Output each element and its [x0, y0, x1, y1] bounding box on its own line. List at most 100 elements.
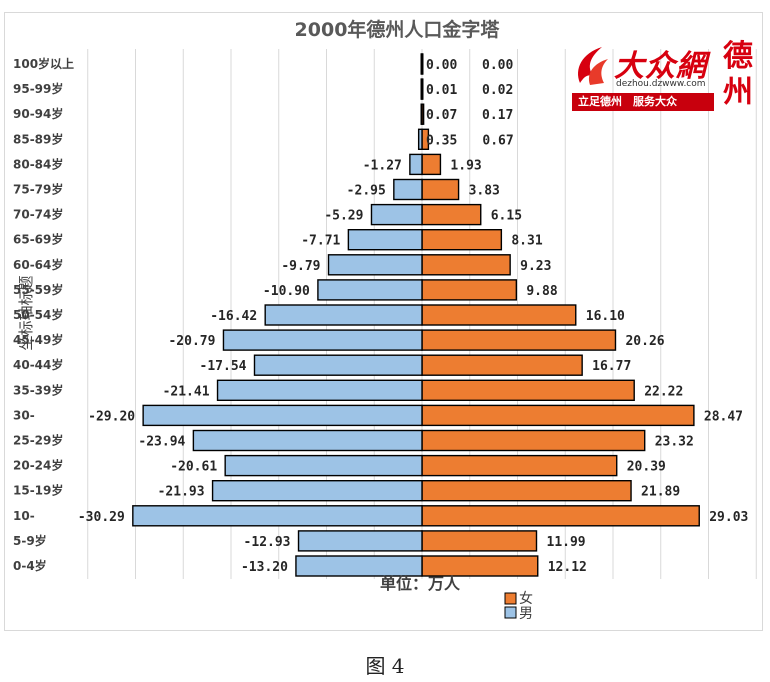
- legend-label-male: 男: [519, 606, 533, 622]
- category-label: 95-99岁: [13, 81, 63, 96]
- y-axis-title: 坐标轴标题: [17, 275, 35, 350]
- bar-male-40-44岁: [253, 354, 423, 376]
- bar-male-55-59岁: [317, 279, 423, 301]
- bar-female-45-49岁: [421, 329, 617, 351]
- value-label-male: -20.79: [168, 334, 215, 349]
- logo-url-text: dezhou.dzwww.com: [616, 79, 706, 89]
- value-label-male: -17.54: [200, 359, 247, 374]
- bar-female-65-69岁: [421, 228, 503, 251]
- value-label-female: 16.77: [592, 359, 631, 374]
- value-label-male: 0.00: [426, 58, 457, 73]
- value-label-female: 16.10: [586, 309, 625, 324]
- category-label: 75-79岁: [13, 182, 63, 197]
- category-label: 80-84岁: [13, 156, 63, 171]
- bar-female-15-19岁: [421, 480, 632, 502]
- value-label-female: 28.47: [704, 409, 743, 424]
- value-label-female: 3.83: [469, 184, 500, 199]
- value-label-female: 1.93: [450, 158, 481, 173]
- value-label-male: -1.27: [363, 158, 402, 173]
- category-label: 55-59岁: [13, 282, 63, 297]
- bar-male-95-99岁: [420, 78, 423, 100]
- legend-swatch-female: [504, 592, 517, 605]
- bar-male-80-84岁: [409, 153, 423, 176]
- category-label: 90-94岁: [13, 106, 63, 121]
- chart-title: 2000年德州人口金字塔: [295, 18, 501, 41]
- bar-female-30-34岁: [421, 404, 695, 427]
- bar-female-20-24岁: [421, 454, 618, 477]
- value-label-male: -9.79: [281, 259, 320, 274]
- value-label-female: 0.17: [482, 108, 513, 123]
- value-label-male: 0.07: [426, 108, 457, 123]
- value-label-female: 0.02: [482, 83, 513, 98]
- bar-female-5-9岁: [421, 530, 538, 552]
- value-label-female: 9.88: [526, 284, 557, 299]
- value-label-male: 0.35: [426, 133, 457, 148]
- value-label-male: -20.61: [170, 460, 217, 475]
- value-label-male: -29.20: [88, 409, 135, 424]
- value-label-female: 20.26: [625, 334, 664, 349]
- value-label-male: 0.01: [426, 83, 457, 98]
- category-label: 15-19岁: [13, 483, 63, 498]
- bar-female-35-39岁: [421, 379, 635, 401]
- bar-male-50-54岁: [264, 304, 423, 326]
- value-label-male: -30.29: [78, 510, 125, 525]
- bar-female-60-64岁: [421, 254, 511, 276]
- value-labels: 12.12 -13.20 11.99 -12.93 29.03 -30.29 21.89 -2…: [78, 58, 749, 575]
- bar-male-70-74岁: [370, 203, 423, 226]
- value-label-male: -10.90: [263, 284, 310, 299]
- x-axis-unit-label: 单位：万人: [380, 574, 461, 593]
- bar-male-30-34岁: [142, 404, 423, 427]
- bar-male-100岁以上: [420, 53, 423, 75]
- logo-slogan: 立足德州 服务大众: [572, 93, 714, 111]
- category-labels: 0-4岁 5-9岁 10- 15-19岁 20-24岁 25-29岁 30- 35-39岁 40…: [13, 56, 74, 573]
- flame-swirl-icon: [578, 47, 608, 85]
- value-label-female: 8.31: [511, 234, 542, 249]
- value-label-male: -2.95: [347, 184, 386, 199]
- bar-male-25-29岁: [192, 429, 423, 452]
- bar-male-15-19岁: [211, 480, 423, 502]
- category-label: 25-29岁: [13, 433, 63, 448]
- category-label: 5-9岁: [13, 533, 47, 548]
- value-label-female: 22.22: [644, 384, 683, 399]
- bar-female-75-79岁: [421, 178, 460, 201]
- value-label-female: 9.23: [520, 259, 551, 274]
- bar-male-10-14岁: [132, 505, 423, 527]
- category-label: 20-24岁: [13, 458, 63, 473]
- category-label: 70-74岁: [13, 207, 63, 222]
- population-pyramid-chart: 2000年德州人口金字塔 0-4岁 5-9岁 10- 15-19岁 20-24岁 25-2…: [13, 18, 757, 622]
- bar-male-5-9岁: [297, 530, 423, 552]
- bar-female-55-59岁: [421, 279, 518, 301]
- legend-label-female: 女: [519, 590, 533, 607]
- value-label-male: -5.29: [324, 209, 363, 224]
- category-label: 100岁以上: [13, 56, 74, 71]
- category-label: 30-: [13, 408, 35, 422]
- value-label-male: -13.20: [241, 560, 288, 575]
- value-label-male: -12.93: [244, 535, 291, 550]
- bars: [132, 53, 700, 577]
- bar-male-0-4岁: [295, 555, 423, 577]
- bar-female-80-84岁: [421, 153, 442, 176]
- value-label-male: -7.71: [301, 234, 340, 249]
- bar-male-75-79岁: [393, 178, 423, 201]
- bar-male-35-39岁: [216, 379, 423, 401]
- value-label-female: 21.89: [641, 485, 680, 500]
- bar-female-25-29岁: [421, 429, 646, 452]
- value-label-female: 12.12: [548, 560, 587, 575]
- category-label: 40-44岁: [13, 357, 63, 372]
- bar-male-60-64岁: [327, 254, 423, 276]
- category-label: 65-69岁: [13, 232, 63, 247]
- value-label-female: 11.99: [547, 535, 586, 550]
- value-label-male: -21.41: [163, 384, 210, 399]
- bar-female-50-54岁: [421, 304, 577, 326]
- legend: 女 男: [504, 590, 533, 622]
- value-label-female: 29.03: [709, 510, 748, 525]
- bar-male-85-89岁: [417, 128, 423, 151]
- category-label: 35-39岁: [13, 382, 63, 397]
- bar-male-90-94岁: [420, 103, 423, 125]
- figure-caption: 图 4: [365, 654, 405, 678]
- value-label-female: 20.39: [627, 460, 666, 475]
- category-label: 50-54岁: [13, 307, 63, 322]
- value-label-male: -23.94: [138, 435, 185, 450]
- value-label-male: -21.93: [158, 485, 205, 500]
- bar-male-65-69岁: [347, 228, 423, 251]
